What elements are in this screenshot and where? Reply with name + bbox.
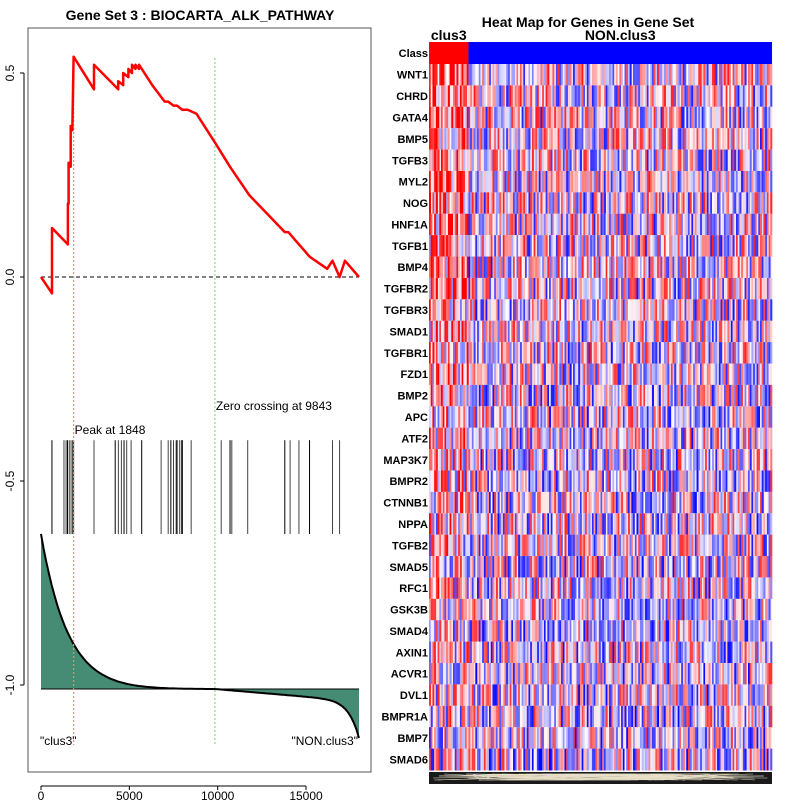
y-tick-label: 0.5	[3, 64, 17, 81]
enrichment-plot-title: Gene Set 3 : BIOCARTA_ALK_PATHWAY	[66, 7, 335, 23]
ranked-metric-fill	[41, 534, 359, 738]
ranked-metric-curve	[40, 533, 360, 739]
left-class-label: "clus3"	[40, 734, 77, 748]
zero-crossing-label: Zero crossing at 9843	[216, 399, 332, 413]
y-tick-label: -1.0	[3, 674, 17, 695]
gene-hit-bars	[51, 440, 341, 535]
y-tick-label: 0.0	[3, 268, 17, 285]
x-tick-label: 15000	[289, 789, 323, 800]
ranked-metric-area	[40, 533, 360, 739]
running-es-line	[39, 55, 360, 295]
y-tick-label: -0.5	[3, 470, 17, 491]
peak-label: Peak at 1848	[75, 423, 146, 437]
x-tick-label: 10000	[201, 789, 235, 800]
x-tick-label: 5000	[116, 789, 143, 800]
right-class-label: "NON.clus3"	[291, 734, 358, 748]
x-tick-label: 0	[38, 789, 45, 800]
